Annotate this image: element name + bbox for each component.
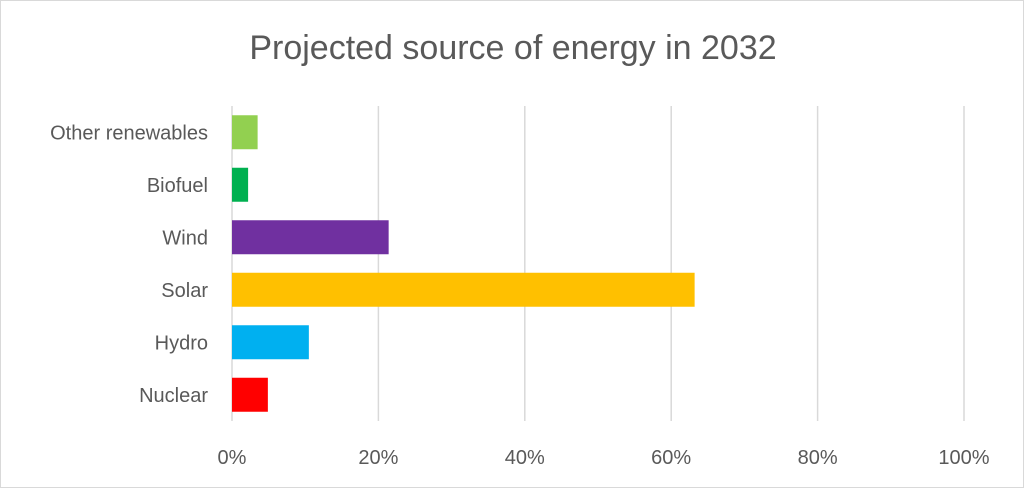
category-label: Other renewables: [50, 122, 208, 144]
x-tick-label: 80%: [798, 447, 838, 469]
bar-hydro: [232, 325, 309, 360]
bar-other-renewables: [232, 115, 258, 150]
category-label: Nuclear: [139, 385, 208, 407]
bar-biofuel: [232, 167, 249, 202]
bar-wind: [232, 220, 389, 255]
category-label: Solar: [161, 280, 208, 302]
gridlines: [231, 106, 965, 421]
x-tick-label: 20%: [358, 447, 398, 469]
category-label: Hydro: [155, 332, 208, 354]
category-labels: Other renewables Biofuel Wind Solar Hydro Nuc…: [50, 122, 208, 407]
category-label: Biofuel: [147, 175, 208, 197]
chart-title: Projected source of energy in 2032: [249, 29, 776, 67]
x-tick-label: 40%: [505, 447, 545, 469]
bar-nuclear: [232, 377, 268, 412]
category-label: Wind: [162, 227, 208, 249]
x-tick-labels: 0% 20% 40% 60% 80% 100%: [218, 447, 990, 469]
bar-solar: [232, 272, 695, 307]
x-tick-label: 60%: [651, 447, 691, 469]
bars: [232, 115, 695, 412]
x-tick-label: 100%: [938, 447, 989, 469]
x-tick-label: 0%: [218, 447, 247, 469]
